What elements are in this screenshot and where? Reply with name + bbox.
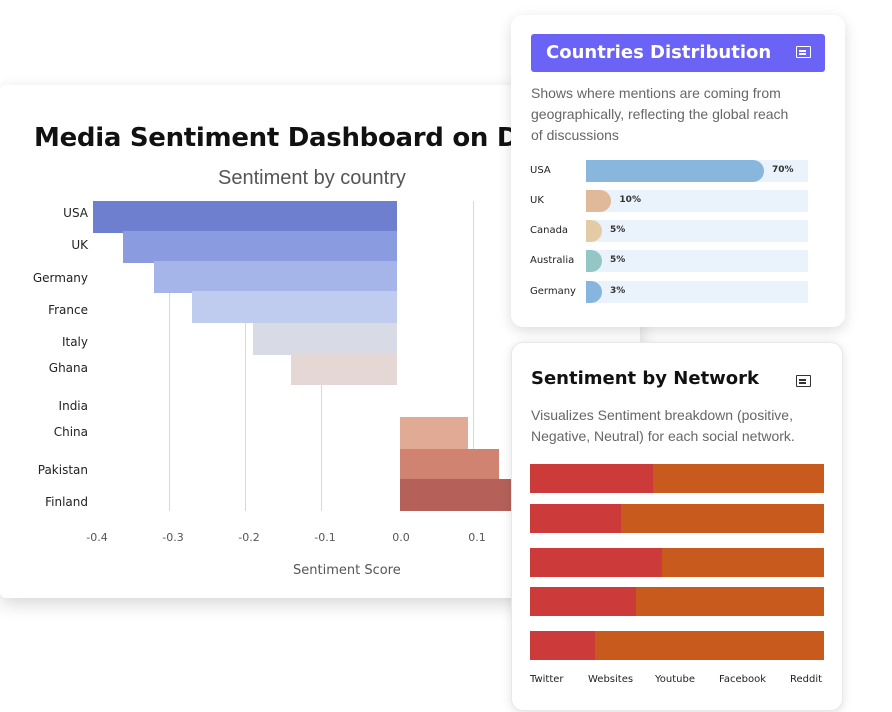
- document-icon[interactable]: [796, 46, 811, 58]
- distribution-bar-track: 70%: [586, 160, 808, 182]
- bar-germany: [153, 261, 397, 293]
- gridline: [473, 201, 474, 511]
- countries-distribution-card: Countries Distribution Shows where menti…: [511, 15, 845, 327]
- network-bar-segment: [530, 464, 654, 493]
- bar-china: [400, 417, 469, 449]
- network-bar-websites: [530, 504, 824, 533]
- network-bar-segment: [530, 548, 663, 577]
- distribution-bar: [586, 281, 602, 303]
- distribution-bar-track: 10%: [586, 190, 808, 212]
- gridline: [169, 201, 170, 511]
- x-tick-label: -0.1: [314, 531, 336, 544]
- distribution-value-label: 10%: [619, 195, 641, 205]
- distribution-bar: [586, 250, 602, 272]
- x-axis-label: Sentiment Score: [293, 563, 401, 578]
- distribution-country-label: Australia: [530, 255, 575, 266]
- network-label: Websites: [588, 674, 634, 685]
- distribution-bar-track: 5%: [586, 250, 808, 272]
- distribution-value-label: 5%: [610, 255, 626, 265]
- x-tick-label: 0.1: [468, 531, 486, 544]
- network-bar-reddit: [530, 631, 824, 660]
- bar-pakistan: [400, 449, 499, 481]
- countries-distribution-description: Shows where mentions are coming from geo…: [531, 83, 788, 146]
- network-label: Twitter: [530, 674, 564, 685]
- network-bar-segment: [530, 504, 622, 533]
- network-bar-segment: [530, 631, 595, 660]
- country-label: UK: [71, 238, 88, 252]
- distribution-value-label: 3%: [610, 286, 626, 296]
- country-label: Pakistan: [37, 463, 88, 477]
- bar-usa: [93, 201, 397, 233]
- country-label: Ghana: [48, 361, 88, 375]
- sentiment-by-network-description: Visualizes Sentiment breakdown (positive…: [531, 405, 795, 447]
- sentiment-by-network-card: Sentiment by Network Visualizes Sentimen…: [511, 342, 843, 711]
- network-bar-twitter: [530, 464, 824, 493]
- country-label: USA: [63, 206, 88, 220]
- description-line: geographically, reflecting the global re…: [531, 106, 789, 122]
- country-label: France: [48, 303, 88, 317]
- distribution-country-label: Canada: [530, 225, 569, 236]
- bar-ghana: [290, 353, 397, 385]
- countries-distribution-header: Countries Distribution: [531, 34, 825, 72]
- network-bar-segment: [530, 587, 636, 616]
- network-label: Youtube: [655, 674, 695, 685]
- distribution-country-label: USA: [530, 165, 551, 176]
- distribution-country-label: UK: [530, 195, 544, 206]
- country-label: India: [58, 399, 88, 413]
- sentiment-by-network-title: Sentiment by Network: [531, 368, 760, 389]
- network-label: Facebook: [719, 674, 766, 685]
- x-tick-label: -0.3: [162, 531, 184, 544]
- distribution-country-label: Germany: [530, 286, 576, 297]
- distribution-bar: [586, 190, 612, 212]
- country-label: Italy: [61, 335, 88, 349]
- description-line: of discussions: [531, 127, 619, 143]
- bar-uk: [123, 231, 397, 263]
- distribution-bar-track: 5%: [586, 220, 808, 242]
- bar-france: [191, 291, 397, 323]
- network-bar-youtube: [530, 548, 824, 577]
- distribution-value-label: 5%: [610, 225, 626, 235]
- gridline: [245, 201, 246, 511]
- network-label: Reddit: [790, 674, 823, 685]
- distribution-value-label: 70%: [772, 165, 794, 175]
- network-bar-facebook: [530, 587, 824, 616]
- distribution-bar-track: 3%: [586, 281, 808, 303]
- bar-finland: [400, 479, 514, 511]
- x-tick-label: -0.4: [86, 531, 108, 544]
- distribution-bar: [586, 220, 602, 242]
- chart-title: Sentiment by country: [218, 167, 406, 189]
- document-icon[interactable]: [796, 375, 811, 387]
- bar-italy: [252, 323, 397, 355]
- description-line: Shows where mentions are coming from: [531, 85, 781, 101]
- description-line: Negative, Neutral) for each social netwo…: [531, 428, 795, 444]
- description-line: Visualizes Sentiment breakdown (positive…: [531, 407, 793, 423]
- x-tick-label: 0.0: [392, 531, 410, 544]
- country-label: China: [53, 425, 88, 439]
- countries-distribution-title: Countries Distribution: [546, 42, 772, 63]
- distribution-bar: [586, 160, 764, 182]
- x-tick-label: -0.2: [238, 531, 260, 544]
- country-label: Germany: [32, 271, 88, 285]
- country-label: Finland: [45, 495, 88, 509]
